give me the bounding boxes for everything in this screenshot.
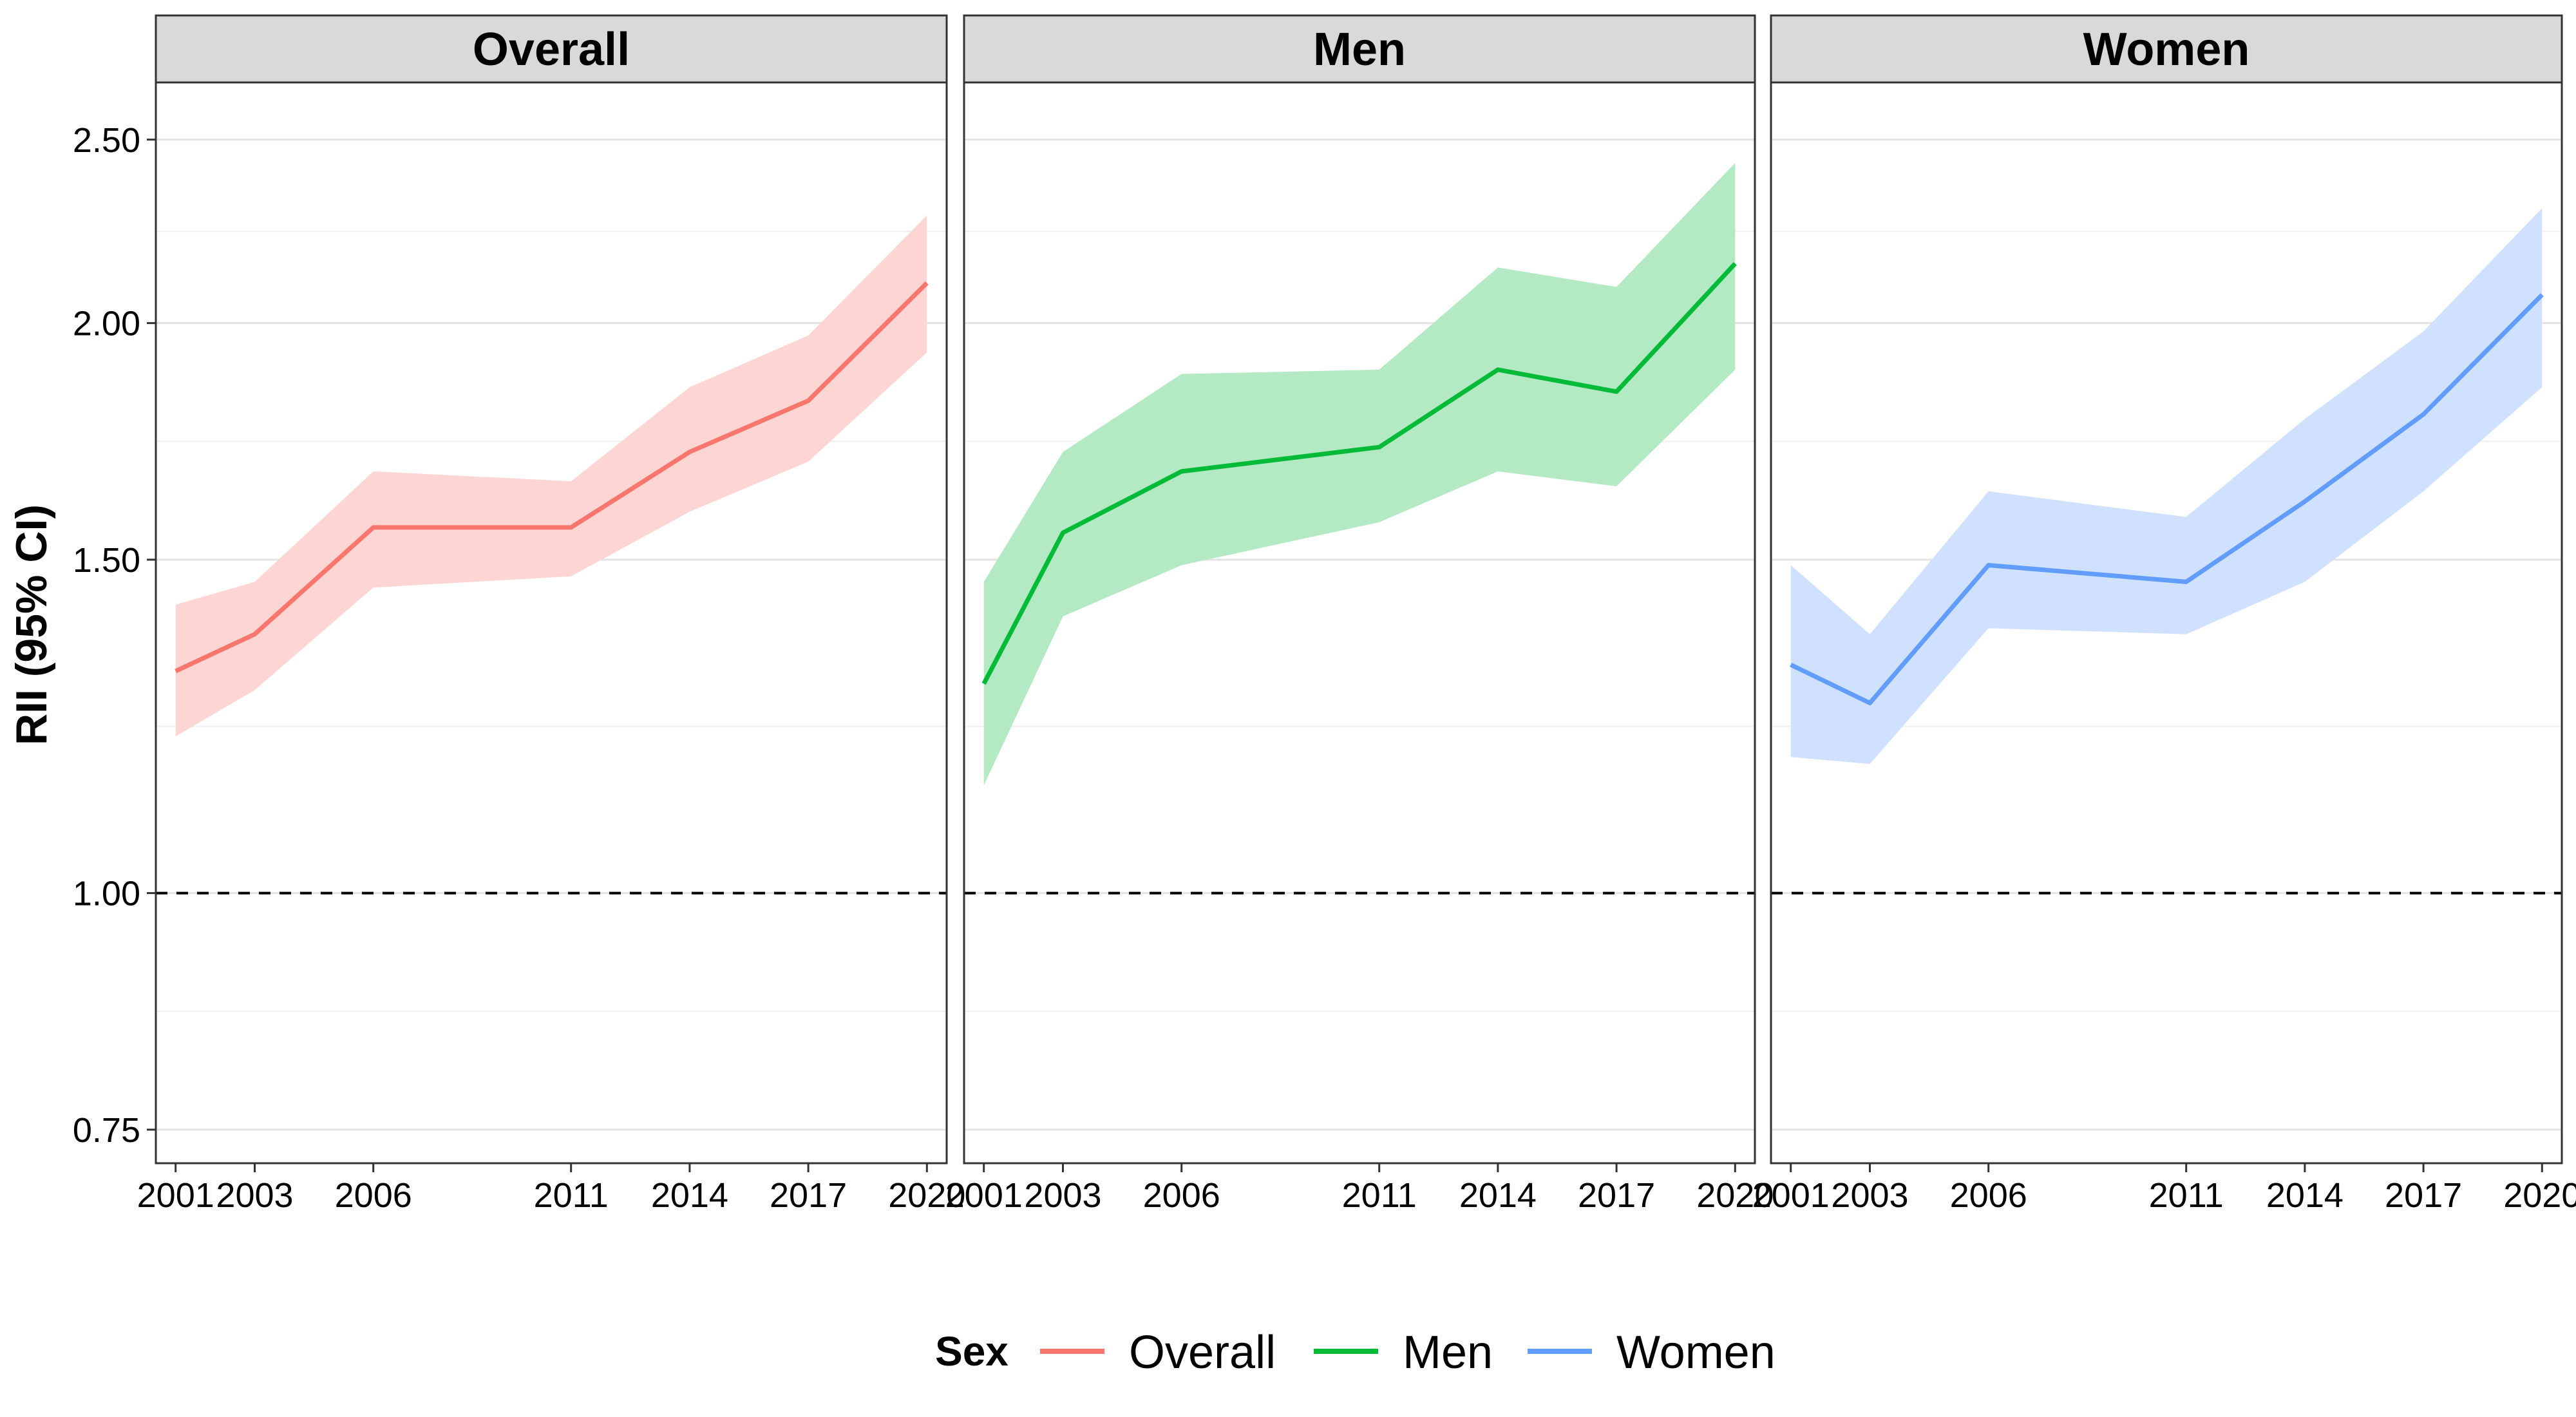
y-tick-label: 1.00 [73, 875, 140, 913]
legend-title: Sex [935, 1328, 1009, 1374]
facet-strip-label: Women [2083, 24, 2250, 75]
x-tick-label: 2020 [2503, 1176, 2576, 1215]
facet-strip-label: Overall [473, 24, 630, 75]
y-axis-title: RII (95% CI) [7, 504, 56, 745]
x-tick-label: 2020 [1696, 1176, 1774, 1215]
x-tick-label: 2006 [1143, 1176, 1220, 1215]
panel-women: Women 2001 2003 2006 2011 2014 2017 2020 [1752, 14, 2576, 1215]
legend-item-men: Men [1314, 1327, 1493, 1378]
x-tick-label: 2006 [335, 1176, 412, 1215]
facet-strip-label: Men [1313, 24, 1406, 75]
x-tick-label: 2014 [2266, 1176, 2344, 1215]
panel-border [1770, 81, 2563, 1165]
x-tick-label: 2014 [1459, 1176, 1537, 1215]
y-tick-label: 0.75 [73, 1111, 140, 1150]
x-tick-label: 2017 [1578, 1176, 1655, 1215]
y-axis: 0.75 1.00 1.50 2.00 2.50 [73, 121, 156, 1150]
x-tick-label: 2006 [1950, 1176, 2027, 1215]
x-tick-label: 2020 [888, 1176, 965, 1215]
ci-ribbon-overall [175, 215, 927, 737]
y-tick-label: 1.50 [73, 541, 140, 580]
panel-border [155, 81, 948, 1165]
panel-men: Men 2001 2003 2006 2011 2014 2017 2020 [945, 14, 1774, 1215]
x-tick-label: 2003 [1024, 1176, 1101, 1215]
y-tick-label: 2.00 [73, 305, 140, 343]
legend-label: Men [1403, 1327, 1493, 1378]
x-tick-label: 2014 [651, 1176, 728, 1215]
x-tick-label: 2011 [1342, 1176, 1417, 1215]
ci-ribbon-women [1790, 208, 2543, 765]
y-tick-label: 2.50 [73, 121, 140, 160]
estimate-line-men [981, 262, 1737, 685]
x-tick-label: 2003 [1831, 1176, 1908, 1215]
legend-item-overall: Overall [1040, 1327, 1276, 1378]
legend-label: Overall [1129, 1327, 1276, 1378]
x-tick-label: 2011 [534, 1176, 609, 1215]
x-tick-label: 2017 [2385, 1176, 2462, 1215]
x-tick-label: 2011 [2149, 1176, 2224, 1215]
panel-border [963, 81, 1756, 1165]
x-tick-label: 2001 [1752, 1176, 1830, 1215]
facet-strip [963, 14, 1756, 84]
legend-label: Women [1616, 1327, 1776, 1378]
ci-ribbon-men [983, 163, 1736, 786]
x-tick-label: 2001 [945, 1176, 1023, 1215]
x-tick-label: 2003 [216, 1176, 293, 1215]
facet-strip [1770, 14, 2563, 84]
plot-area [964, 82, 1755, 1163]
legend-item-women: Women [1528, 1327, 1776, 1378]
x-tick-label: 2017 [770, 1176, 847, 1215]
legend: Sex Overall Men Women [935, 1327, 1776, 1378]
x-tick-label: 2001 [137, 1176, 214, 1215]
estimate-line-overall [175, 281, 929, 674]
facet-strip [155, 14, 948, 84]
panel-overall: Overall 2001 2003 2006 2011 2014 2017 2020 [137, 14, 965, 1215]
estimate-line-women [1790, 293, 2544, 705]
